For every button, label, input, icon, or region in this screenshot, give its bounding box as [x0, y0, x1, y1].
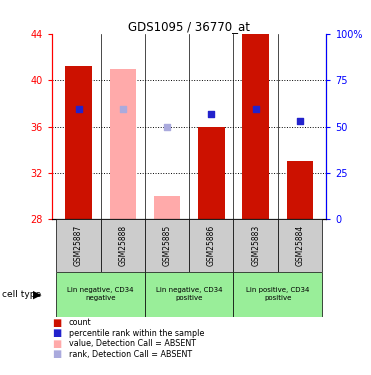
Bar: [109, 69, 136, 219]
Title: GDS1095 / 36770_at: GDS1095 / 36770_at: [128, 20, 250, 33]
Text: Lin negative, CD34
negative: Lin negative, CD34 negative: [68, 287, 134, 302]
Bar: [233, 219, 278, 272]
Point: [76, 106, 82, 112]
Point: [253, 106, 259, 112]
Bar: [198, 127, 224, 219]
Text: rank, Detection Call = ABSENT: rank, Detection Call = ABSENT: [69, 350, 192, 359]
Text: GSM25888: GSM25888: [118, 225, 127, 266]
Point: [297, 118, 303, 124]
Text: count: count: [69, 318, 91, 327]
Text: ■: ■: [52, 328, 61, 339]
Text: ▶: ▶: [33, 290, 41, 299]
Bar: [101, 219, 145, 272]
Text: GSM25883: GSM25883: [251, 225, 260, 266]
Text: value, Detection Call = ABSENT: value, Detection Call = ABSENT: [69, 339, 196, 348]
Text: cell type: cell type: [2, 290, 41, 299]
Text: GSM25887: GSM25887: [74, 225, 83, 266]
Text: ■: ■: [52, 350, 61, 360]
Bar: [65, 66, 92, 219]
Bar: [154, 196, 180, 219]
Bar: [189, 219, 233, 272]
Bar: [56, 272, 145, 317]
Text: ■: ■: [52, 339, 61, 349]
Text: ■: ■: [52, 318, 61, 328]
Bar: [242, 34, 269, 219]
Point: [120, 106, 126, 112]
Text: GSM25884: GSM25884: [295, 225, 305, 266]
Text: percentile rank within the sample: percentile rank within the sample: [69, 329, 204, 338]
Bar: [56, 219, 101, 272]
Bar: [278, 219, 322, 272]
Point: [209, 111, 214, 117]
Bar: [145, 219, 189, 272]
Bar: [287, 161, 313, 219]
Text: GSM25885: GSM25885: [162, 225, 171, 266]
Point: [164, 124, 170, 130]
Text: GSM25886: GSM25886: [207, 225, 216, 266]
Text: Lin positive, CD34
positive: Lin positive, CD34 positive: [246, 287, 309, 302]
Text: Lin negative, CD34
positive: Lin negative, CD34 positive: [156, 287, 223, 302]
Bar: [145, 272, 233, 317]
Bar: [233, 272, 322, 317]
